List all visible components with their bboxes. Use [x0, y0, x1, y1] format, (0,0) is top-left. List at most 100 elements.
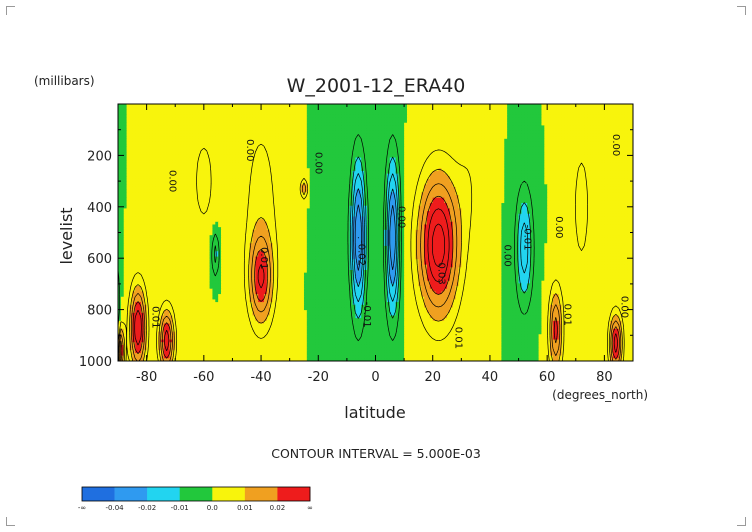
field-cell: [627, 104, 631, 108]
field-cell: [555, 133, 560, 137]
field-cell: [203, 117, 208, 121]
field-cell: [618, 138, 623, 142]
field-cell: [575, 106, 580, 110]
field-cell: [255, 128, 259, 132]
field-cell: [587, 136, 591, 140]
field-cell: [604, 120, 608, 124]
field-cell: [329, 120, 334, 124]
field-cell: [598, 122, 603, 126]
field-cell: [438, 136, 442, 140]
field-cell: [352, 128, 356, 132]
field-cell: [512, 130, 517, 134]
field-cell: [464, 112, 468, 116]
field-cell: [149, 125, 153, 129]
field-cell: [266, 112, 271, 116]
field-cell: [624, 117, 628, 121]
field-cell: [478, 106, 482, 110]
field-cell: [175, 117, 179, 121]
field-cell: [372, 122, 376, 126]
field-cell: [315, 128, 319, 132]
field-cell: [341, 136, 345, 140]
field-cell: [552, 130, 557, 134]
field-cell: [266, 138, 271, 142]
field-cell: [329, 114, 334, 118]
field-cell: [521, 114, 525, 118]
field-cell: [132, 136, 136, 140]
field-cell: [223, 112, 228, 116]
field-cell: [498, 138, 502, 142]
field-cell: [438, 133, 442, 137]
field-cell: [206, 114, 211, 118]
field-cell: [527, 120, 531, 124]
field-cell: [212, 141, 216, 145]
field-cell: [229, 138, 233, 142]
field-cell: [630, 106, 633, 110]
field-cell: [123, 109, 128, 113]
field-cell: [178, 122, 182, 126]
field-cell: [455, 117, 459, 121]
field-cell: [335, 109, 339, 113]
field-cell: [261, 109, 265, 113]
field-cell: [229, 117, 233, 121]
field-cell: [515, 117, 520, 121]
field-cell: [335, 117, 339, 121]
field-cell: [378, 122, 382, 126]
field-cell: [192, 138, 196, 142]
field-cell: [298, 112, 302, 116]
field-cell: [575, 114, 580, 118]
field-cell: [215, 136, 219, 140]
field-cell: [238, 114, 242, 118]
field-cell: [149, 122, 153, 126]
field-cell: [286, 109, 291, 113]
field-cell: [183, 141, 188, 145]
field-cell: [421, 106, 425, 110]
field-cell: [427, 120, 431, 124]
field-cell: [389, 133, 394, 137]
field-cell: [564, 106, 568, 110]
field-cell: [241, 106, 245, 110]
field-cell: [418, 133, 422, 137]
field-cell: [326, 138, 331, 142]
field-cell: [475, 104, 479, 108]
field-cell: [344, 128, 348, 132]
field-cell: [163, 138, 168, 142]
field-cell: [432, 128, 437, 132]
field-cell: [123, 120, 128, 124]
field-cell: [538, 136, 542, 140]
field-cell: [627, 133, 631, 137]
field-cell: [140, 106, 145, 110]
field-cell: [289, 130, 294, 134]
field-cell: [129, 114, 133, 118]
field-cell: [541, 104, 545, 108]
field-cell: [578, 128, 582, 132]
field-cell: [303, 112, 308, 116]
field-cell: [484, 122, 488, 126]
field-cell: [458, 114, 462, 118]
field-cell: [178, 117, 182, 121]
field-cell: [504, 117, 508, 121]
field-cell: [195, 133, 199, 137]
field-cell: [612, 122, 617, 126]
field-cell: [269, 106, 273, 110]
field-cell: [447, 117, 451, 121]
field-cell: [524, 128, 528, 132]
field-cell: [352, 117, 356, 121]
field-cell: [286, 136, 291, 140]
field-cell: [366, 109, 371, 113]
field-cell: [435, 136, 439, 140]
field-cell: [189, 117, 193, 121]
field-cell: [223, 130, 228, 134]
field-cell: [418, 114, 422, 118]
field-cell: [518, 106, 522, 110]
field-cell: [366, 138, 371, 142]
field-cell: [438, 138, 442, 142]
field-cell: [221, 106, 225, 110]
field-cell: [461, 125, 465, 129]
field-cell: [329, 109, 334, 113]
field-cell: [535, 128, 540, 132]
field-cell: [303, 136, 308, 140]
field-cell: [332, 128, 336, 132]
field-cell: [278, 120, 282, 124]
field-cell: [198, 117, 202, 121]
field-cell: [315, 117, 319, 121]
